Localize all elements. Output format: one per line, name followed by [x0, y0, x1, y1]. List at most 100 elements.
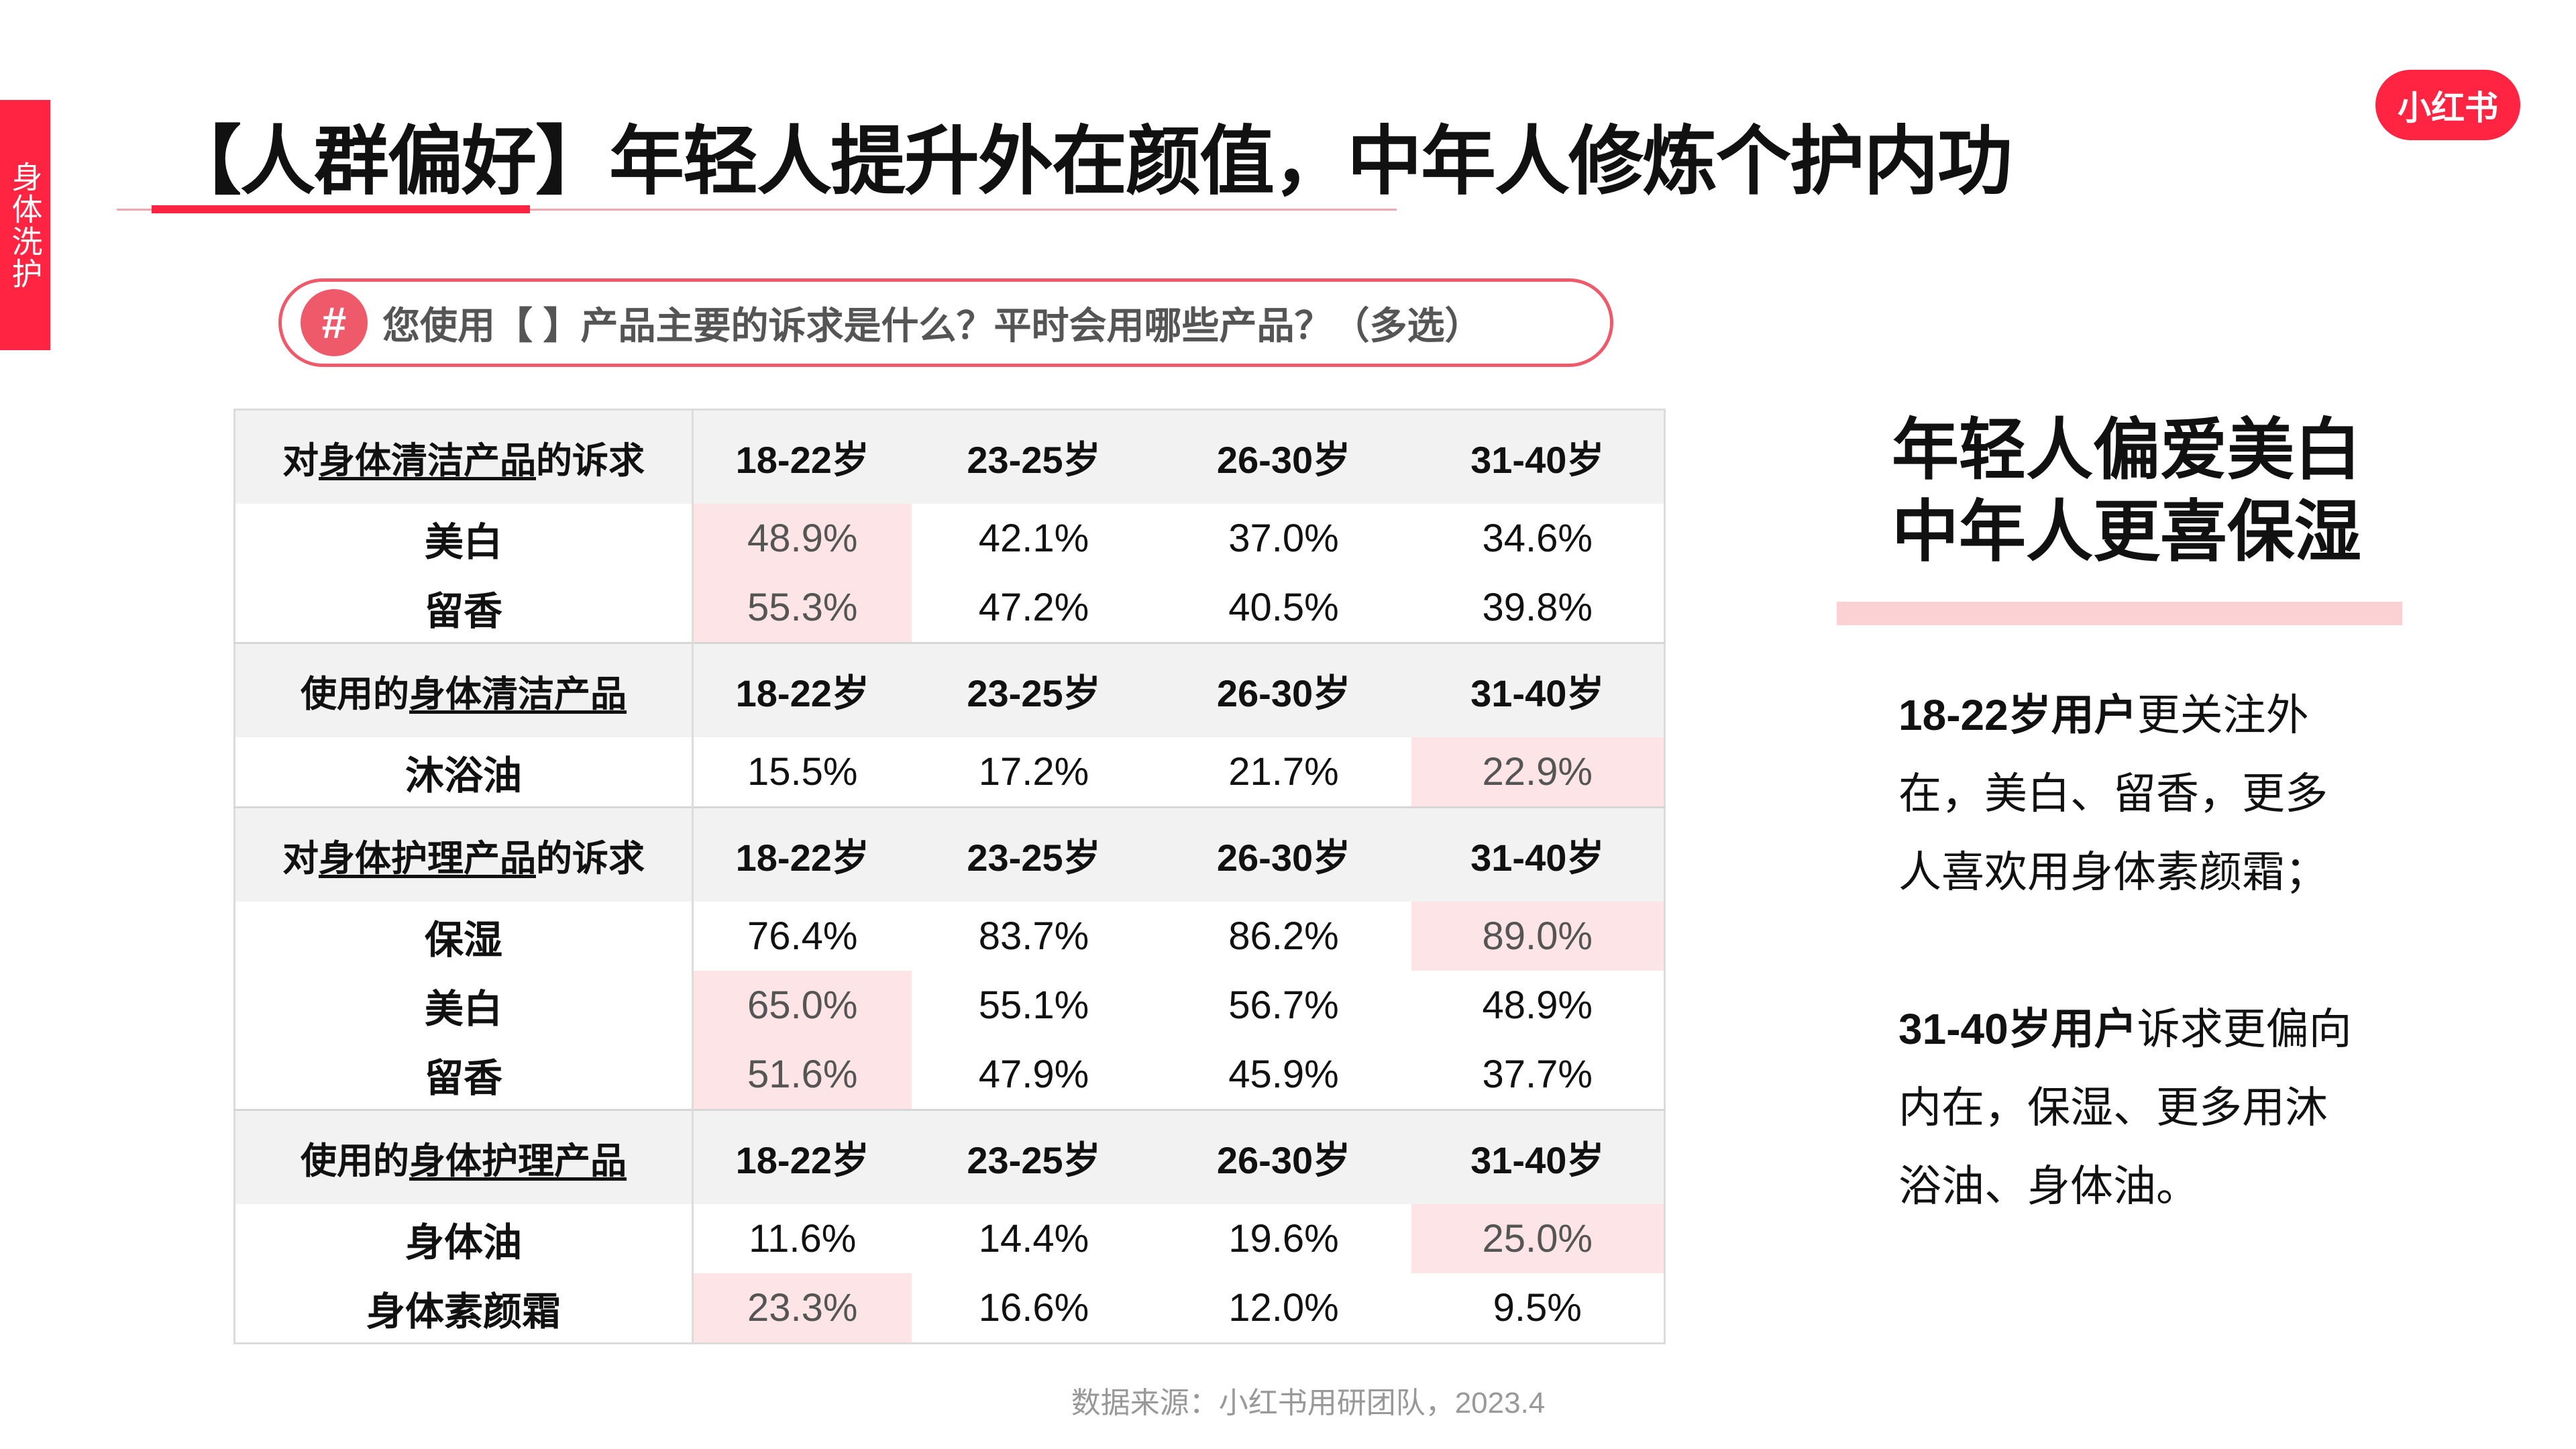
- xiaohongshu-logo: 小红书: [2375, 70, 2520, 140]
- age-column-header: 26-30岁: [1156, 642, 1411, 737]
- header-label-subject: 身体护理产品: [409, 1141, 627, 1181]
- summary-heading-line: 中年人更喜保湿: [1892, 494, 2361, 570]
- summary-text: 诉求更偏向内在，保湿、更多用沐浴油、身体油。: [1898, 1005, 2352, 1210]
- title-accent-bar: [152, 205, 530, 213]
- summary-paragraph-middle-aged: 31-40岁用户诉求更偏向内在，保湿、更多用沐浴油、身体油。: [1898, 990, 2368, 1226]
- header-label-subject: 身体护理产品: [319, 839, 536, 879]
- section-side-tab: 身体洗护: [0, 100, 50, 350]
- highlighted-value-cell: 65.0%: [692, 971, 912, 1040]
- age-column-header: 23-25岁: [911, 1109, 1157, 1204]
- age-column-header: 31-40岁: [1411, 642, 1665, 737]
- header-label-prefix: 对: [282, 441, 319, 481]
- summary-emphasis: 18-22岁用户: [1898, 691, 2137, 739]
- table-row: 身体油 11.6% 14.4% 19.6% 25.0%: [234, 1204, 1665, 1273]
- value-cell: 15.5%: [747, 750, 858, 794]
- table-section-header: 对身体清洁产品的诉求 18-22岁 23-25岁 26-30岁 31-40岁: [234, 409, 1665, 504]
- header-label-suffix: 的诉求: [536, 839, 645, 879]
- value-cell: 42.1%: [978, 517, 1089, 560]
- table-row: 留香 55.3% 47.2% 40.5% 39.8%: [234, 573, 1665, 643]
- age-column-header: 18-22岁: [692, 1109, 912, 1204]
- header-label-prefix: 使用的: [301, 674, 409, 714]
- title-underline: [117, 209, 1397, 211]
- summary-heading: 年轻人偏爱美白 中年人更喜保湿: [1892, 409, 2361, 573]
- value-cell: 83.7%: [978, 914, 1089, 958]
- table-row: 保湿 76.4% 83.7% 86.2% 89.0%: [234, 902, 1665, 971]
- header-label-suffix: 的诉求: [536, 441, 645, 481]
- age-column-header: 23-25岁: [911, 409, 1157, 504]
- summary-paragraph-young: 18-22岁用户更关注外在，美白、留香，更多人喜欢用身体素颜霜；: [1898, 676, 2368, 912]
- value-cell: 47.9%: [978, 1053, 1089, 1096]
- value-cell: 34.6%: [1482, 517, 1593, 560]
- age-column-header: 23-25岁: [911, 642, 1157, 737]
- highlighted-value-cell: 89.0%: [1411, 902, 1665, 971]
- value-cell: 16.6%: [978, 1286, 1089, 1330]
- hashtag-icon: #: [301, 289, 368, 356]
- highlighted-value-cell: 48.9%: [692, 504, 912, 573]
- table-section-header: 使用的身体护理产品 18-22岁 23-25岁 26-30岁 31-40岁: [234, 1109, 1665, 1204]
- row-label: 留香: [234, 573, 694, 643]
- table-row: 美白 48.9% 42.1% 37.0% 34.6%: [234, 504, 1665, 573]
- age-column-header: 31-40岁: [1411, 1109, 1665, 1204]
- row-label: 美白: [234, 971, 694, 1040]
- row-label: 保湿: [234, 902, 694, 971]
- age-column-header: 31-40岁: [1411, 409, 1665, 504]
- age-column-header: 26-30岁: [1156, 806, 1411, 902]
- value-cell: 40.5%: [1228, 586, 1339, 629]
- value-cell: 39.8%: [1482, 586, 1593, 629]
- header-label-prefix: 使用的: [301, 1141, 409, 1181]
- summary-heading-line: 年轻人偏爱美白: [1892, 413, 2361, 488]
- summary-text: 更关注外在，美白、留香，更多人喜欢用身体素颜霜；: [1898, 691, 2328, 896]
- section-header-label: 使用的身体护理产品: [234, 1109, 694, 1204]
- value-cell: 48.9%: [1482, 983, 1593, 1027]
- row-label: 留香: [234, 1040, 694, 1110]
- section-header-label: 对身体清洁产品的诉求: [234, 409, 694, 504]
- value-cell: 76.4%: [747, 914, 858, 958]
- value-cell: 17.2%: [978, 750, 1089, 794]
- highlighted-value-cell: 23.3%: [692, 1273, 912, 1344]
- value-cell: 37.0%: [1228, 517, 1339, 560]
- data-source-note: 数据来源：小红书用研团队，2023.4: [1071, 1387, 1546, 1419]
- age-column-header: 26-30岁: [1156, 1109, 1411, 1204]
- age-column-header: 18-22岁: [692, 642, 912, 737]
- row-label: 美白: [234, 504, 694, 573]
- value-cell: 37.7%: [1482, 1053, 1593, 1096]
- value-cell: 47.2%: [978, 586, 1089, 629]
- header-label-subject: 身体清洁产品: [409, 674, 627, 714]
- row-label: 身体素颜霜: [234, 1273, 694, 1344]
- row-label: 沐浴油: [234, 737, 694, 808]
- survey-question-pill: # 您使用【 】产品主要的诉求是什么？平时会用哪些产品？（多选）: [278, 278, 1613, 367]
- table-section-header: 对身体护理产品的诉求 18-22岁 23-25岁 26-30岁 31-40岁: [234, 806, 1665, 902]
- highlighted-value-cell: 25.0%: [1411, 1204, 1665, 1273]
- highlighted-value-cell: 55.3%: [692, 573, 912, 643]
- survey-question-text: 您使用【 】产品主要的诉求是什么？平时会用哪些产品？（多选）: [382, 304, 1483, 347]
- value-cell: 45.9%: [1228, 1053, 1339, 1096]
- summary-emphasis: 31-40岁用户: [1898, 1005, 2137, 1053]
- age-column-header: 26-30岁: [1156, 409, 1411, 504]
- table-section-header: 使用的身体清洁产品 18-22岁 23-25岁 26-30岁 31-40岁: [234, 642, 1665, 737]
- value-cell: 21.7%: [1228, 750, 1339, 794]
- value-cell: 56.7%: [1228, 983, 1339, 1027]
- value-cell: 9.5%: [1493, 1286, 1582, 1330]
- header-label-subject: 身体清洁产品: [319, 441, 536, 481]
- preference-table: 对身体清洁产品的诉求 18-22岁 23-25岁 26-30岁 31-40岁 美白 48.9…: [233, 409, 1666, 1344]
- table-row: 留香 51.6% 47.9% 45.9% 37.7%: [234, 1040, 1665, 1110]
- table-row: 沐浴油 15.5% 17.2% 21.7% 22.9%: [234, 737, 1665, 808]
- value-cell: 19.6%: [1228, 1217, 1339, 1260]
- table-row: 身体素颜霜 23.3% 16.6% 12.0% 9.5%: [234, 1273, 1665, 1344]
- highlighted-value-cell: 22.9%: [1411, 737, 1665, 808]
- value-cell: 12.0%: [1228, 1286, 1339, 1330]
- table-row: 美白 65.0% 55.1% 56.7% 48.9%: [234, 971, 1665, 1040]
- age-column-header: 23-25岁: [911, 806, 1157, 902]
- page-title: 【人群偏好】年轻人提升外在颜值，中年人修炼个护内功: [166, 119, 2012, 203]
- header-label-prefix: 对: [282, 839, 319, 879]
- highlighted-value-cell: 51.6%: [692, 1040, 912, 1110]
- section-header-label: 对身体护理产品的诉求: [234, 806, 694, 902]
- value-cell: 55.1%: [978, 983, 1089, 1027]
- section-header-label: 使用的身体清洁产品: [234, 642, 694, 737]
- value-cell: 14.4%: [978, 1217, 1089, 1260]
- age-column-header: 18-22岁: [692, 409, 912, 504]
- row-label: 身体油: [234, 1204, 694, 1273]
- age-column-header: 18-22岁: [692, 806, 912, 902]
- value-cell: 86.2%: [1228, 914, 1339, 958]
- summary-accent-bar: [1837, 602, 2402, 625]
